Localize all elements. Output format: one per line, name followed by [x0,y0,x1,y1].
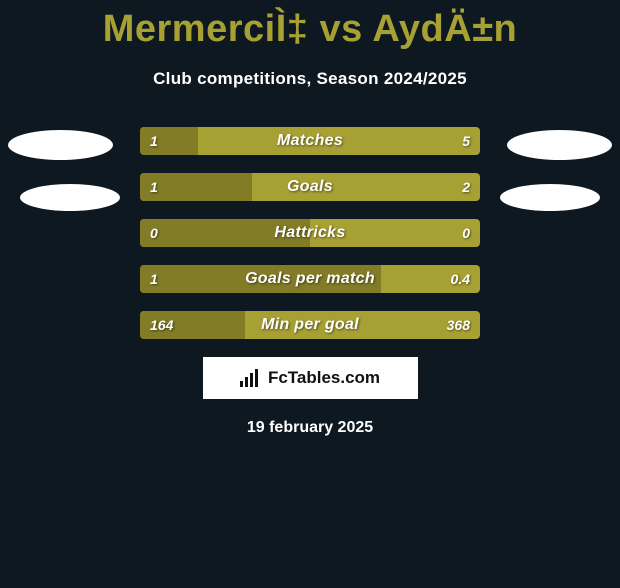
team-logo-right-2 [500,184,600,211]
stat-bar: 12Goals [140,173,480,201]
stat-label: Hattricks [140,219,480,247]
team-logo-right-1 [507,130,612,160]
brand-box[interactable]: FcTables.com [203,357,418,399]
stat-bar: 00Hattricks [140,219,480,247]
stat-bar: 10.4Goals per match [140,265,480,293]
stat-label: Goals per match [140,265,480,293]
date-text: 19 february 2025 [0,419,620,437]
stat-bar: 15Matches [140,127,480,155]
page-subtitle: Club competitions, Season 2024/2025 [0,69,620,89]
stat-bar: 164368Min per goal [140,311,480,339]
brand-text: FcTables.com [268,368,380,388]
stats-bars: 15Matches 12Goals 00Hattricks 10.4Goals per… [140,127,480,339]
page-title: MermerciÌ‡ vs AydÄ±n [0,8,620,51]
stat-label: Goals [140,173,480,201]
stat-label: Min per goal [140,311,480,339]
team-logo-left-2 [20,184,120,211]
stat-label: Matches [140,127,480,155]
team-logo-left-1 [8,130,113,160]
brand-bars-icon [240,369,262,387]
